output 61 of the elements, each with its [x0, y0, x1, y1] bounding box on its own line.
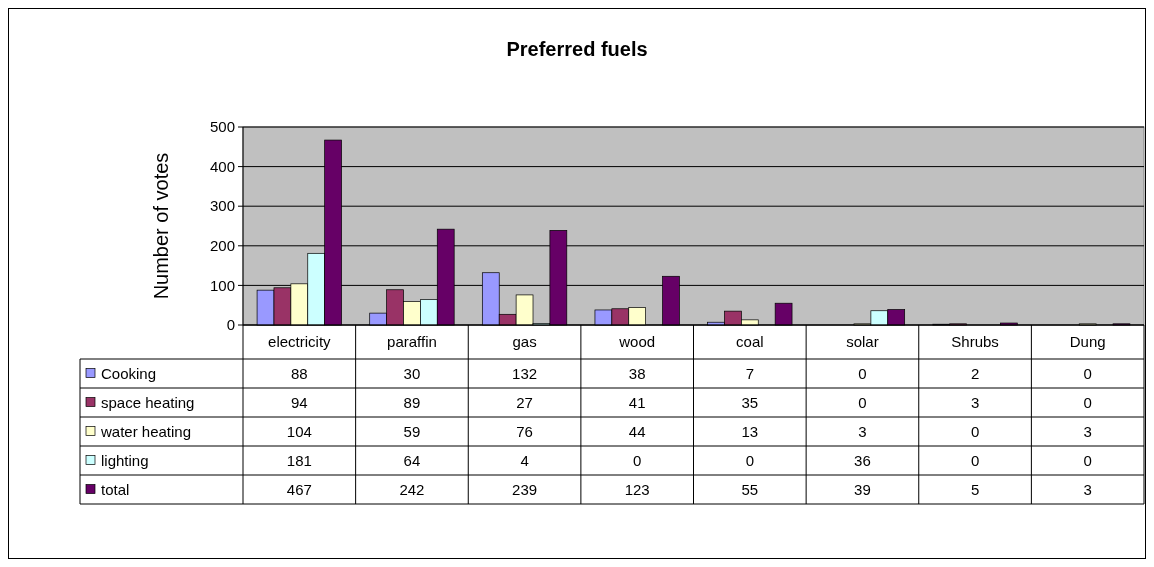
data-label: 44 [628, 422, 646, 440]
data-label: 5 [970, 480, 980, 498]
data-label: 38 [628, 364, 646, 382]
data-label: 239 [512, 480, 538, 498]
y-tick-label: 400 [209, 157, 235, 175]
data-label: 0 [1083, 451, 1092, 469]
data-label: 64 [403, 451, 421, 469]
data-label: 36 [854, 451, 871, 469]
data-label: 123 [624, 480, 650, 498]
data-label: 467 [286, 480, 312, 498]
x-tick-label: Dung [1069, 333, 1106, 351]
data-label: 0 [858, 364, 867, 382]
data-label: 3 [970, 393, 980, 411]
data-label: 132 [512, 364, 538, 382]
data-label: 0 [745, 451, 754, 469]
data-label: 3 [858, 422, 867, 440]
x-tick-label: gas [512, 333, 537, 351]
data-label: 94 [290, 393, 308, 411]
data-label: 0 [970, 422, 980, 440]
data-label: 242 [399, 480, 425, 498]
data-label: 0 [633, 451, 642, 469]
x-tick-label: coal [736, 333, 764, 351]
legend-label: total [101, 480, 130, 498]
x-tick-label: solar [846, 333, 879, 351]
data-label: 7 [745, 364, 754, 382]
data-label: 0 [970, 451, 980, 469]
data-label: 88 [290, 364, 308, 382]
data-label: 55 [741, 480, 759, 498]
legend-label: space heating [101, 393, 195, 411]
data-label: 27 [516, 393, 533, 411]
data-label: 0 [1083, 364, 1092, 382]
y-tick-label: 0 [226, 316, 235, 334]
x-tick-label: wood [618, 333, 656, 351]
legend-label: Cooking [101, 364, 157, 382]
data-label: 4 [520, 451, 529, 469]
data-label: 0 [858, 393, 867, 411]
data-label: 41 [628, 393, 646, 411]
data-label: 59 [403, 422, 421, 440]
data-label: 76 [516, 422, 533, 440]
x-tick-label: paraffin [387, 333, 437, 351]
data-label: 13 [741, 422, 759, 440]
data-label: 3 [1083, 422, 1092, 440]
data-label: 35 [741, 393, 759, 411]
data-label: 0 [1083, 393, 1092, 411]
data-label: 2 [970, 364, 980, 382]
y-tick-label: 200 [209, 237, 235, 255]
x-tick-label: Shrubs [951, 333, 999, 351]
y-tick-label: 100 [209, 276, 235, 294]
data-label: 104 [286, 422, 312, 440]
data-label: 181 [286, 451, 312, 469]
x-tick-label: electricity [268, 333, 332, 351]
legend-label: lighting [101, 451, 149, 469]
y-tick-label: 500 [209, 118, 235, 136]
data-label: 30 [403, 364, 421, 382]
y-tick-label: 300 [209, 197, 235, 215]
data-label: 39 [854, 480, 871, 498]
y-axis-title: Number of votes [150, 152, 172, 300]
legend-label: water heating [100, 422, 192, 440]
data-label: 89 [403, 393, 421, 411]
chart-title: Preferred fuels [506, 38, 648, 60]
data-label: 3 [1083, 480, 1092, 498]
